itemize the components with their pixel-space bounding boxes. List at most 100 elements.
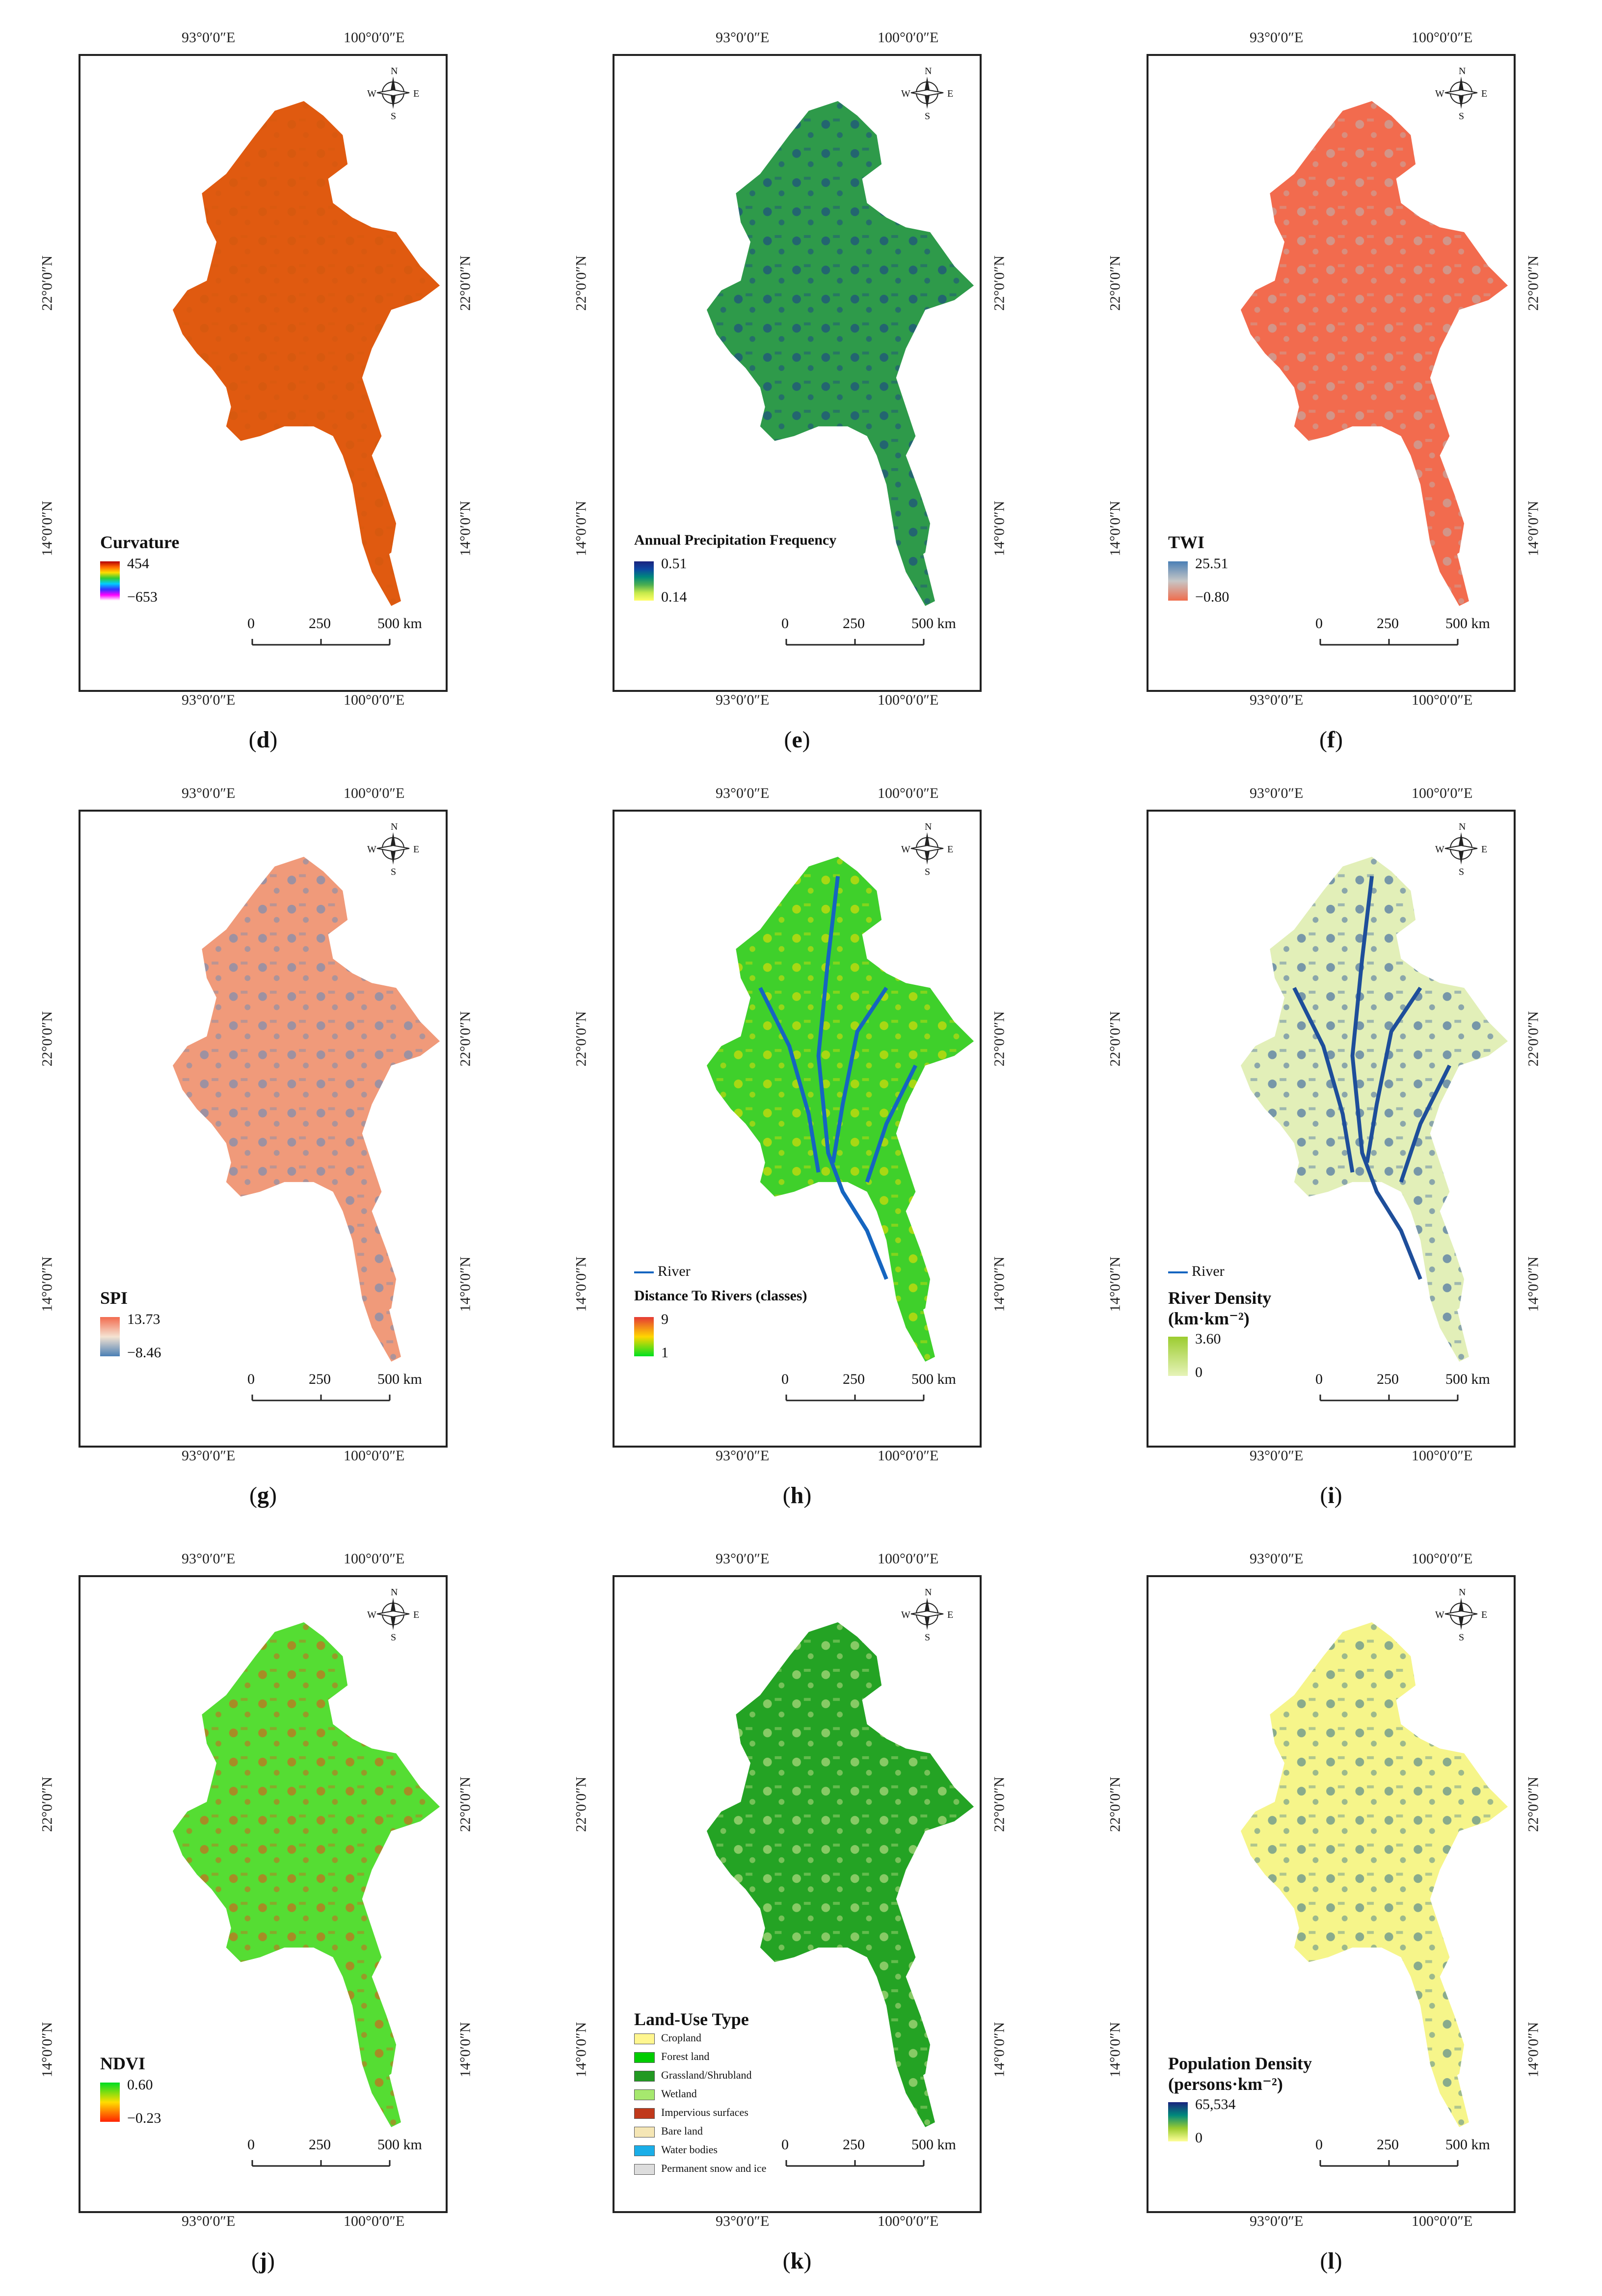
lon-tick-bottom-2: 100°0′0″E [344, 1448, 405, 1464]
scale-label: 0 [247, 2137, 255, 2153]
lat-tick-left-1: 22°0′0″N [1107, 1776, 1123, 1832]
scale-label: 0 [781, 2137, 789, 2153]
lon-tick-top-1: 93°0′0″E [182, 1551, 236, 1567]
legend-max: 25.51 [1195, 555, 1228, 572]
river-legend-line [634, 1271, 654, 1274]
lat-tick-left-1: 22°0′0″N [39, 1776, 55, 1832]
map-panel-f: 93°0′0″E 100°0′0″E 93°0′0″E 100°0′0″E 22°0′0… [1107, 29, 1594, 765]
country-map [706, 856, 974, 1362]
compass-n: N [925, 1587, 932, 1598]
legend-class-label: Wetland [661, 2087, 697, 2100]
lat-tick-right-1: 22°0′0″N [1525, 255, 1542, 311]
map-panel-j: 93°0′0″E 100°0′0″E 93°0′0″E 100°0′0″E 22°0′0… [39, 1551, 526, 2287]
lon-tick-bottom-1: 93°0′0″E [716, 1448, 770, 1464]
map-panel-g: 93°0′0″E 100°0′0″E 93°0′0″E 100°0′0″E 22°0′0… [39, 785, 526, 1521]
legend-swatch [634, 2164, 655, 2175]
southern-peninsula [352, 484, 401, 606]
compass-n: N [1459, 1587, 1466, 1598]
legend-class-label: Impervious surfaces [661, 2106, 748, 2118]
lon-tick-bottom-2: 100°0′0″E [1412, 692, 1473, 708]
lon-tick-bottom-2: 100°0′0″E [878, 1448, 939, 1464]
legend-max: 0.60 [127, 2077, 153, 2093]
compass-n: N [1459, 66, 1466, 77]
river-legend: River [634, 1263, 691, 1280]
legend-unit: (persons·km⁻²) [1168, 2074, 1283, 2094]
scale-label: 250 [1377, 615, 1399, 632]
panel-letter: h [790, 1482, 804, 1508]
lat-tick-right-2: 14°0′0″N [1525, 501, 1542, 556]
lat-tick-left-1: 22°0′0″N [39, 1011, 55, 1067]
lon-tick-bottom-2: 100°0′0″E [878, 2213, 939, 2229]
map-frame: N S E W NDVI 0.60 −0.23 0 250 500 km [79, 1575, 448, 2213]
lon-tick-top-2: 100°0′0″E [344, 1551, 405, 1567]
lat-tick-left-1: 22°0′0″N [1107, 1011, 1123, 1067]
country-shape [1240, 101, 1508, 562]
panel-caption: (d) [248, 727, 278, 753]
panel-letter: e [792, 727, 802, 753]
river-line [1365, 986, 1422, 1163]
panel-letter: j [259, 2248, 267, 2274]
legend-max: 9 [661, 1311, 668, 1327]
scale-label: 500 km [1445, 615, 1490, 632]
river-legend-label: River [1192, 1263, 1225, 1279]
legend-title: Annual Precipitation Frequency [634, 532, 837, 548]
lon-tick-top-2: 100°0′0″E [878, 1551, 939, 1567]
lon-tick-top-1: 93°0′0″E [1250, 29, 1304, 46]
scale-label: 0 [247, 615, 255, 632]
compass-w: W [901, 1610, 910, 1620]
legend-title: TWI [1168, 532, 1205, 552]
scale-label: 250 [1377, 1371, 1399, 1387]
scale-bar: 0 250 500 km [247, 615, 422, 655]
lat-tick-left-2: 14°0′0″N [1107, 501, 1123, 556]
panel-caption: (k) [782, 2248, 812, 2274]
legend-swatch [634, 2033, 655, 2044]
lat-tick-left-2: 14°0′0″N [573, 1256, 589, 1312]
scale-label: 250 [843, 1371, 865, 1387]
legend-min: −0.23 [127, 2110, 161, 2126]
legend-class-label: Grassland/Shrubland [661, 2069, 752, 2081]
lat-tick-right-2: 14°0′0″N [457, 2022, 474, 2078]
lon-tick-top-1: 93°0′0″E [182, 29, 236, 46]
scale-label: 250 [1377, 2137, 1399, 2153]
lat-tick-left-2: 14°0′0″N [39, 501, 55, 556]
north-arrow-icon: N S E W [1434, 66, 1488, 122]
legend-class-label: Bare land [661, 2125, 703, 2137]
lon-tick-top-2: 100°0′0″E [1412, 785, 1473, 801]
north-arrow-icon: N S E W [366, 66, 420, 122]
legend-unit: (km·km⁻²) [1168, 1309, 1250, 1328]
lat-tick-right-2: 14°0′0″N [991, 2022, 1008, 2078]
country-shape [172, 1622, 440, 2084]
lon-tick-top-2: 100°0′0″E [878, 785, 939, 801]
lat-tick-right-1: 22°0′0″N [1525, 1011, 1542, 1067]
river-legend-line [1168, 1271, 1188, 1274]
lon-tick-top-1: 93°0′0″E [716, 29, 770, 46]
lon-tick-bottom-1: 93°0′0″E [1250, 692, 1304, 708]
legend-class-label: Forest land [661, 2050, 710, 2062]
lat-tick-left-2: 14°0′0″N [1107, 1256, 1123, 1312]
legend-swatch [634, 2052, 655, 2063]
compass-n: N [925, 821, 932, 832]
country-shape [172, 856, 440, 1318]
southern-peninsula [352, 1240, 401, 1362]
southern-peninsula [352, 2006, 401, 2127]
scale-label: 500 km [377, 1371, 422, 1387]
compass-s: S [925, 1632, 931, 1643]
lat-tick-right-1: 22°0′0″N [991, 1011, 1008, 1067]
river-line [816, 876, 888, 1280]
lon-tick-bottom-2: 100°0′0″E [878, 692, 939, 708]
scale-label: 0 [247, 1371, 255, 1387]
scale-bar: 0 250 500 km [1315, 615, 1490, 655]
map-panel-e: 93°0′0″E 100°0′0″E 93°0′0″E 100°0′0″E 22°0′0… [573, 29, 1060, 765]
legend-color-ramp [100, 2083, 120, 2122]
legend-swatch [634, 2071, 655, 2082]
compass-e: E [947, 844, 954, 855]
lon-tick-top-2: 100°0′0″E [344, 785, 405, 801]
north-arrow-icon: N S E W [900, 821, 954, 877]
compass-w: W [901, 88, 910, 99]
legend-title: SPI [100, 1288, 128, 1308]
legend-max: 65,534 [1195, 2096, 1236, 2112]
map-panel-l: 93°0′0″E 100°0′0″E 93°0′0″E 100°0′0″E 22°0′0… [1107, 1551, 1594, 2287]
scale-bar: 0 250 500 km [1315, 2137, 1490, 2176]
scale-bar: 0 250 500 km [1315, 1371, 1490, 1410]
lat-tick-right-2: 14°0′0″N [1525, 1256, 1542, 1312]
